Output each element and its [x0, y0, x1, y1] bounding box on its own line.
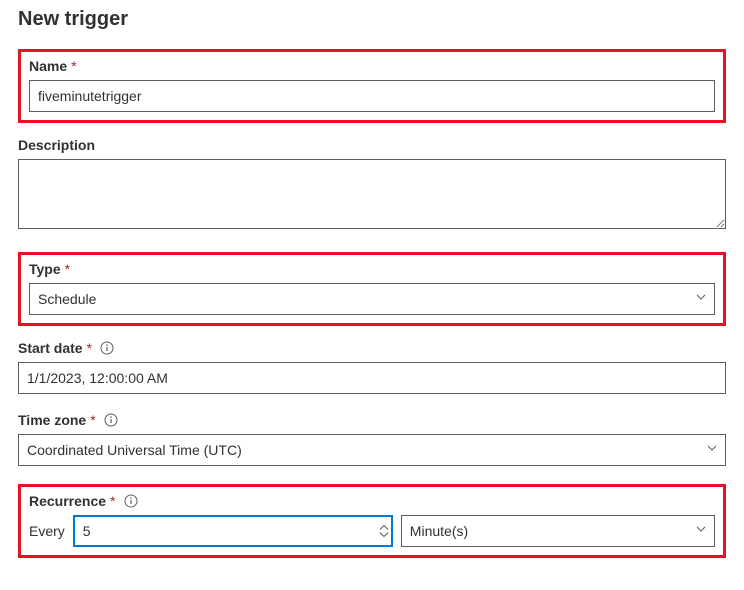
info-icon[interactable] [100, 341, 114, 355]
description-label-text: Description [18, 137, 95, 153]
type-field: Type * Schedule [29, 261, 715, 315]
time-zone-label-text: Time zone [18, 412, 86, 428]
recurrence-highlight-box: Recurrence * Every Minute(s) [18, 484, 726, 558]
recurrence-value-input[interactable] [73, 515, 393, 547]
recurrence-label: Recurrence * [29, 493, 715, 509]
required-indicator: * [110, 493, 115, 509]
type-select-wrapper: Schedule [29, 283, 715, 315]
required-indicator: * [90, 412, 95, 428]
start-date-label-text: Start date [18, 340, 83, 356]
time-zone-field: Time zone * Coordinated Universal Time (… [18, 412, 726, 466]
name-label: Name * [29, 58, 715, 74]
recurrence-row: Every Minute(s) [29, 515, 715, 547]
name-highlight-box: Name * [18, 49, 726, 123]
time-zone-select-wrapper: Coordinated Universal Time (UTC) [18, 434, 726, 466]
recurrence-unit-wrapper: Minute(s) [401, 515, 715, 547]
recurrence-unit-select[interactable]: Minute(s) [401, 515, 715, 547]
description-label: Description [18, 137, 726, 153]
page-title: New trigger [18, 8, 726, 31]
description-input[interactable] [18, 159, 726, 229]
name-label-text: Name [29, 58, 67, 74]
recurrence-label-text: Recurrence [29, 493, 106, 509]
start-date-field: Start date * [18, 340, 726, 394]
recurrence-unit-value: Minute(s) [410, 523, 468, 539]
time-zone-select-value: Coordinated Universal Time (UTC) [27, 442, 242, 458]
info-icon[interactable] [124, 494, 138, 508]
info-icon[interactable] [104, 413, 118, 427]
name-field: Name * [29, 58, 715, 112]
start-date-input[interactable] [18, 362, 726, 394]
recurrence-field: Recurrence * Every Minute(s) [29, 493, 715, 547]
every-label: Every [29, 523, 65, 539]
description-field: Description [18, 137, 726, 234]
type-highlight-box: Type * Schedule [18, 252, 726, 326]
required-indicator: * [71, 58, 76, 74]
type-label-text: Type [29, 261, 61, 277]
type-select-value: Schedule [38, 291, 96, 307]
required-indicator: * [87, 340, 92, 356]
start-date-label: Start date * [18, 340, 726, 356]
type-label: Type * [29, 261, 715, 277]
type-select[interactable]: Schedule [29, 283, 715, 315]
time-zone-label: Time zone * [18, 412, 726, 428]
recurrence-value-wrapper [73, 515, 393, 547]
required-indicator: * [65, 261, 70, 277]
time-zone-select[interactable]: Coordinated Universal Time (UTC) [18, 434, 726, 466]
name-input[interactable] [29, 80, 715, 112]
